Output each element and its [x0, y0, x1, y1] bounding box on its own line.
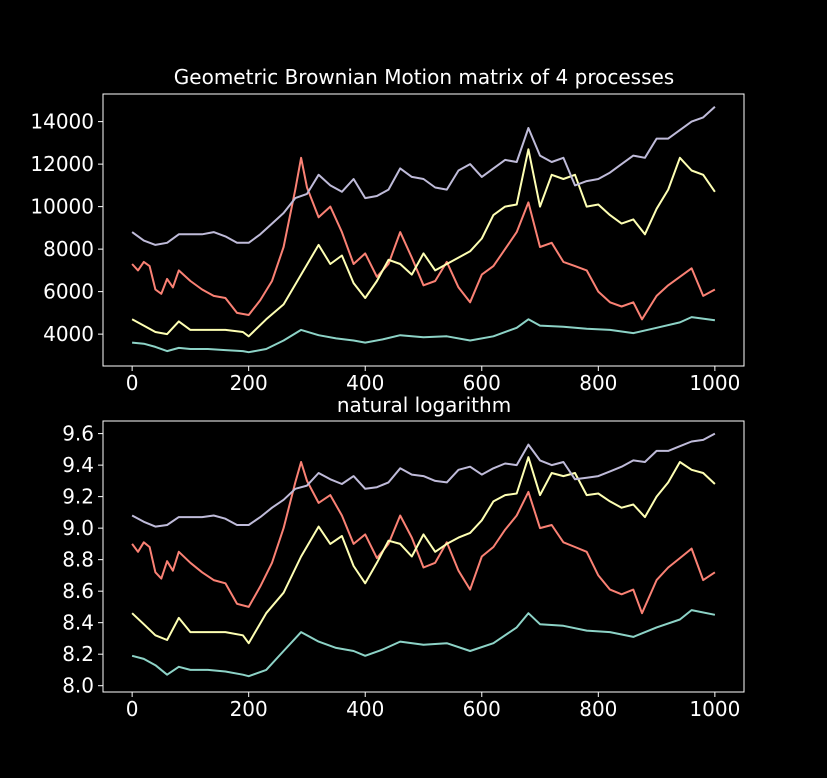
top-plot-x-tick-label: 0	[126, 371, 139, 395]
bottom-plot-x-tick-label: 800	[579, 697, 617, 721]
bottom-plot-title: natural logarithm	[337, 393, 511, 417]
top-plot-y-tick-label: 6000	[43, 280, 94, 304]
bottom-plot-y-tick-label: 8.4	[62, 611, 94, 635]
top-plot-y-tick-label: 14000	[30, 110, 94, 134]
bottom-plot-ticks: 0 200 400 600 800 1000 8.0 8.2 8.4 8.6 8.8 9.0 9.2 9.…	[62, 422, 740, 721]
bottom-plot-series-line-1	[131, 609, 716, 678]
top-plot-y-tick-label: 10000	[30, 195, 94, 219]
bottom-plot-series-line-4	[131, 432, 716, 528]
bottom-plot-y-tick-label: 8.6	[62, 579, 94, 603]
bottom-plot-series-line-3	[131, 456, 716, 645]
bottom-plot-frame	[102, 420, 745, 693]
top-plot-y-tick-label: 4000	[43, 322, 94, 346]
bottom-plot-series-line-2	[131, 461, 716, 615]
top-plot-series-line-1	[132, 316, 716, 354]
bottom-plot-x-tick-label: 200	[230, 697, 268, 721]
top-plot-y-tick-label: 12000	[30, 152, 94, 176]
bottom-plot-y-tick-label: 9.6	[62, 422, 94, 446]
bottom-plot-y-tick-label: 9.4	[62, 453, 94, 477]
top-plot-series-line-2	[131, 156, 716, 321]
top-plot-title: Geometric Brownian Motion matrix of 4 pr…	[174, 65, 674, 89]
bottom-plot-y-tick-label: 9.0	[62, 516, 94, 540]
top-plot-x-tick-label: 800	[579, 371, 617, 395]
top-plot-ticks: 0 200 400 600 800 1000 4000 6000 8000 10000 12000 1…	[30, 110, 740, 395]
top-plot-frame	[102, 93, 745, 367]
bottom-plot-y-tick-label: 8.0	[62, 674, 94, 698]
top-plot-x-tick-label: 200	[230, 371, 268, 395]
top-plot-series-line-4	[131, 106, 716, 246]
bottom-plot-x-tick-label: 0	[126, 697, 139, 721]
bottom-plot-x-tick-label: 1000	[689, 697, 740, 721]
bottom-plot-y-tick-label: 8.8	[62, 548, 94, 572]
bottom-plot-y-tick-label: 8.2	[62, 642, 94, 666]
bottom-plot-y-tick-label: 9.2	[62, 485, 94, 509]
top-plot: Geometric Brownian Motion matrix of 4 pr…	[30, 65, 745, 395]
top-plot-y-tick-label: 8000	[43, 237, 94, 261]
top-plot-x-tick-label: 1000	[689, 371, 740, 395]
bottom-plot: natural logarithm 0 200 400 600 800 1000 8.0 8.…	[62, 393, 745, 721]
bottom-plot-x-tick-label: 600	[463, 697, 501, 721]
bottom-plot-x-tick-label: 400	[346, 697, 384, 721]
top-plot-x-tick-label: 400	[346, 371, 384, 395]
bottom-plot-series	[131, 432, 716, 678]
top-plot-series-line-3	[131, 148, 716, 338]
top-plot-x-tick-label: 600	[463, 371, 501, 395]
top-plot-series	[131, 106, 716, 354]
